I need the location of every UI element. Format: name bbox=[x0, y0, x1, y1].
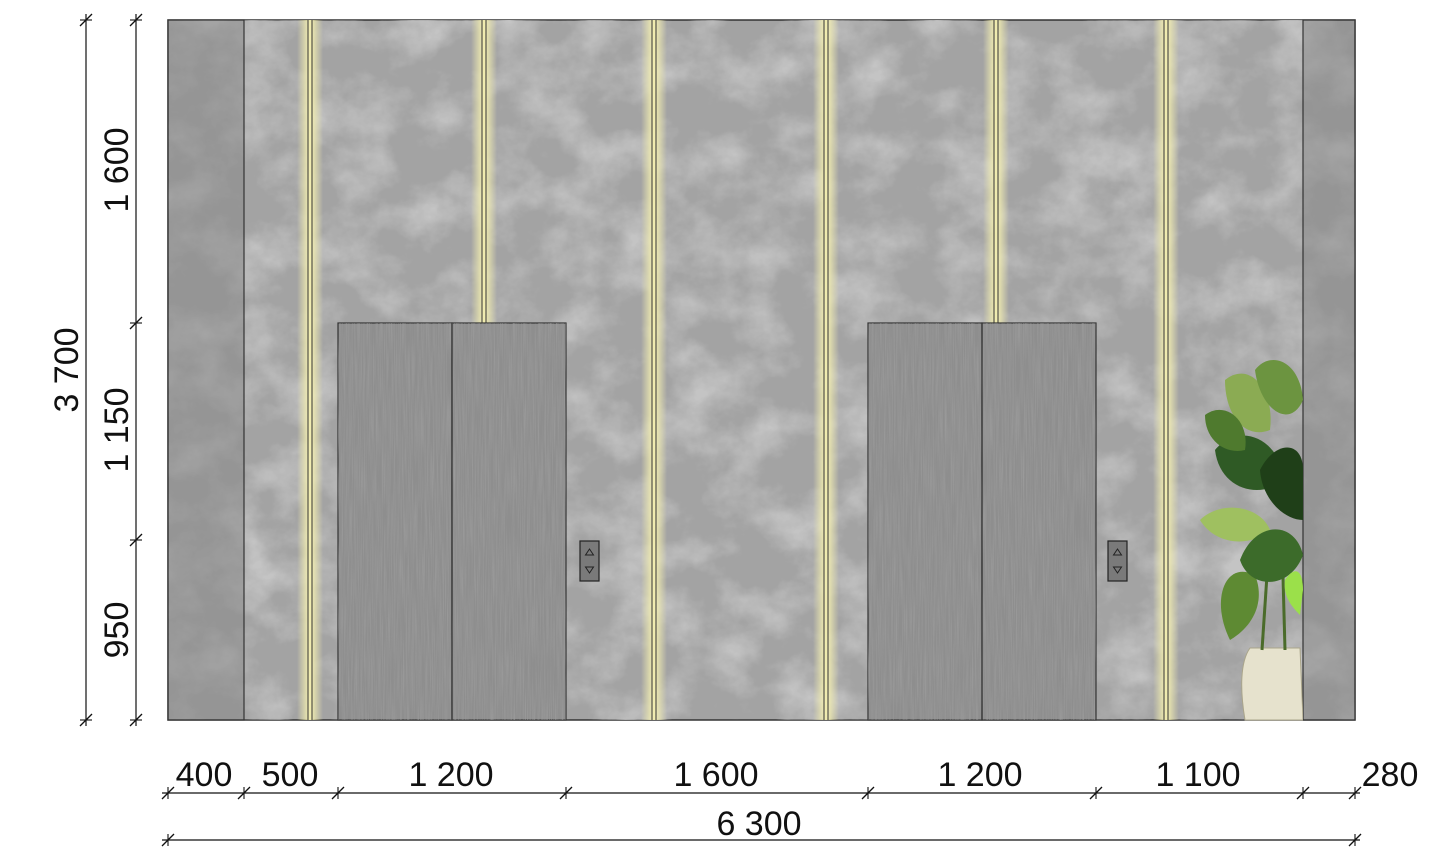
light-strip-glow bbox=[641, 20, 667, 720]
dim-h-1200-left: 1 200 bbox=[408, 756, 493, 794]
dim-h-500: 500 bbox=[262, 756, 319, 794]
dimension-ticks bbox=[79, 13, 1362, 847]
left-call-panel bbox=[579, 540, 600, 582]
dim-h-1100: 1 100 bbox=[1155, 756, 1240, 794]
left-elevator-door bbox=[337, 322, 567, 721]
dim-h-280: 280 bbox=[1362, 756, 1419, 794]
right-call-panel bbox=[1107, 540, 1128, 582]
dim-h-400: 400 bbox=[176, 756, 233, 794]
dim-total-height: 3 700 bbox=[48, 327, 86, 412]
light-strip-glow bbox=[1153, 20, 1179, 720]
dim-v-950: 950 bbox=[98, 602, 136, 659]
left-side-panel bbox=[167, 19, 245, 721]
dim-h-1600: 1 600 bbox=[673, 756, 758, 794]
dim-v-1600: 1 600 bbox=[98, 127, 136, 212]
light-strip-glow bbox=[813, 20, 839, 720]
potted-plant bbox=[1200, 360, 1303, 721]
dimension-lines bbox=[85, 14, 1360, 841]
right-side-panel bbox=[1302, 19, 1356, 721]
right-elevator-door bbox=[867, 322, 1097, 721]
dim-h-1200-right: 1 200 bbox=[937, 756, 1022, 794]
dim-total-width: 6 300 bbox=[716, 805, 801, 843]
light-strip-glow bbox=[297, 20, 323, 720]
dim-v-1150: 1 150 bbox=[98, 387, 136, 472]
